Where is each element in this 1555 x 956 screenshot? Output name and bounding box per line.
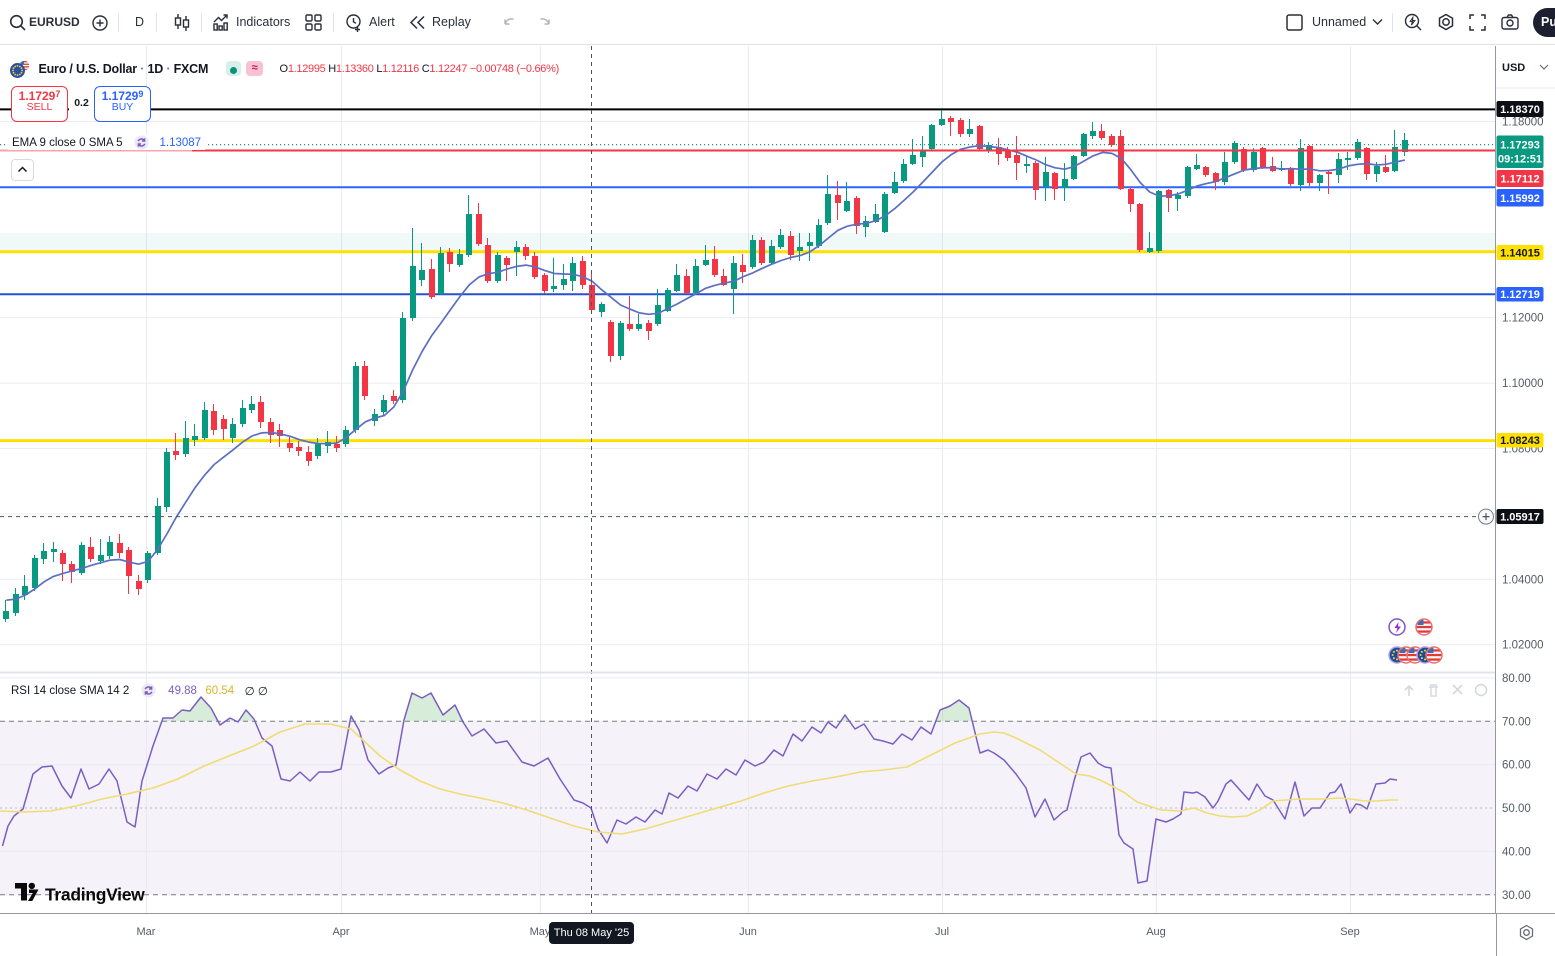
svg-text:40.00: 40.00 [1502,846,1531,858]
svg-text:30.00: 30.00 [1502,890,1531,902]
svg-text:1.18000: 1.18000 [1502,117,1544,129]
svg-text:1.17112: 1.17112 [1500,174,1539,186]
svg-text:1.18370: 1.18370 [1500,104,1540,116]
svg-text:1.02000: 1.02000 [1502,640,1544,652]
svg-text:1.08243: 1.08243 [1500,435,1540,447]
svg-text:1.04000: 1.04000 [1502,574,1544,586]
svg-text:09:12:51: 09:12:51 [1498,154,1542,166]
svg-text:1.12000: 1.12000 [1502,313,1544,325]
svg-text:1.05917: 1.05917 [1500,512,1540,524]
svg-text:TradingView: TradingView [45,885,145,905]
svg-text:60.00: 60.00 [1502,760,1531,772]
svg-text:USD: USD [1502,62,1525,74]
svg-text:50.00: 50.00 [1502,803,1531,815]
svg-text:80.00: 80.00 [1502,673,1531,685]
svg-text:70.00: 70.00 [1502,716,1531,728]
svg-text:1.12719: 1.12719 [1500,289,1540,301]
svg-text:1.10000: 1.10000 [1502,378,1544,390]
svg-text:1.17293: 1.17293 [1500,140,1540,152]
svg-text:1.15992: 1.15992 [1500,193,1540,205]
svg-text:1.14015: 1.14015 [1500,248,1540,260]
